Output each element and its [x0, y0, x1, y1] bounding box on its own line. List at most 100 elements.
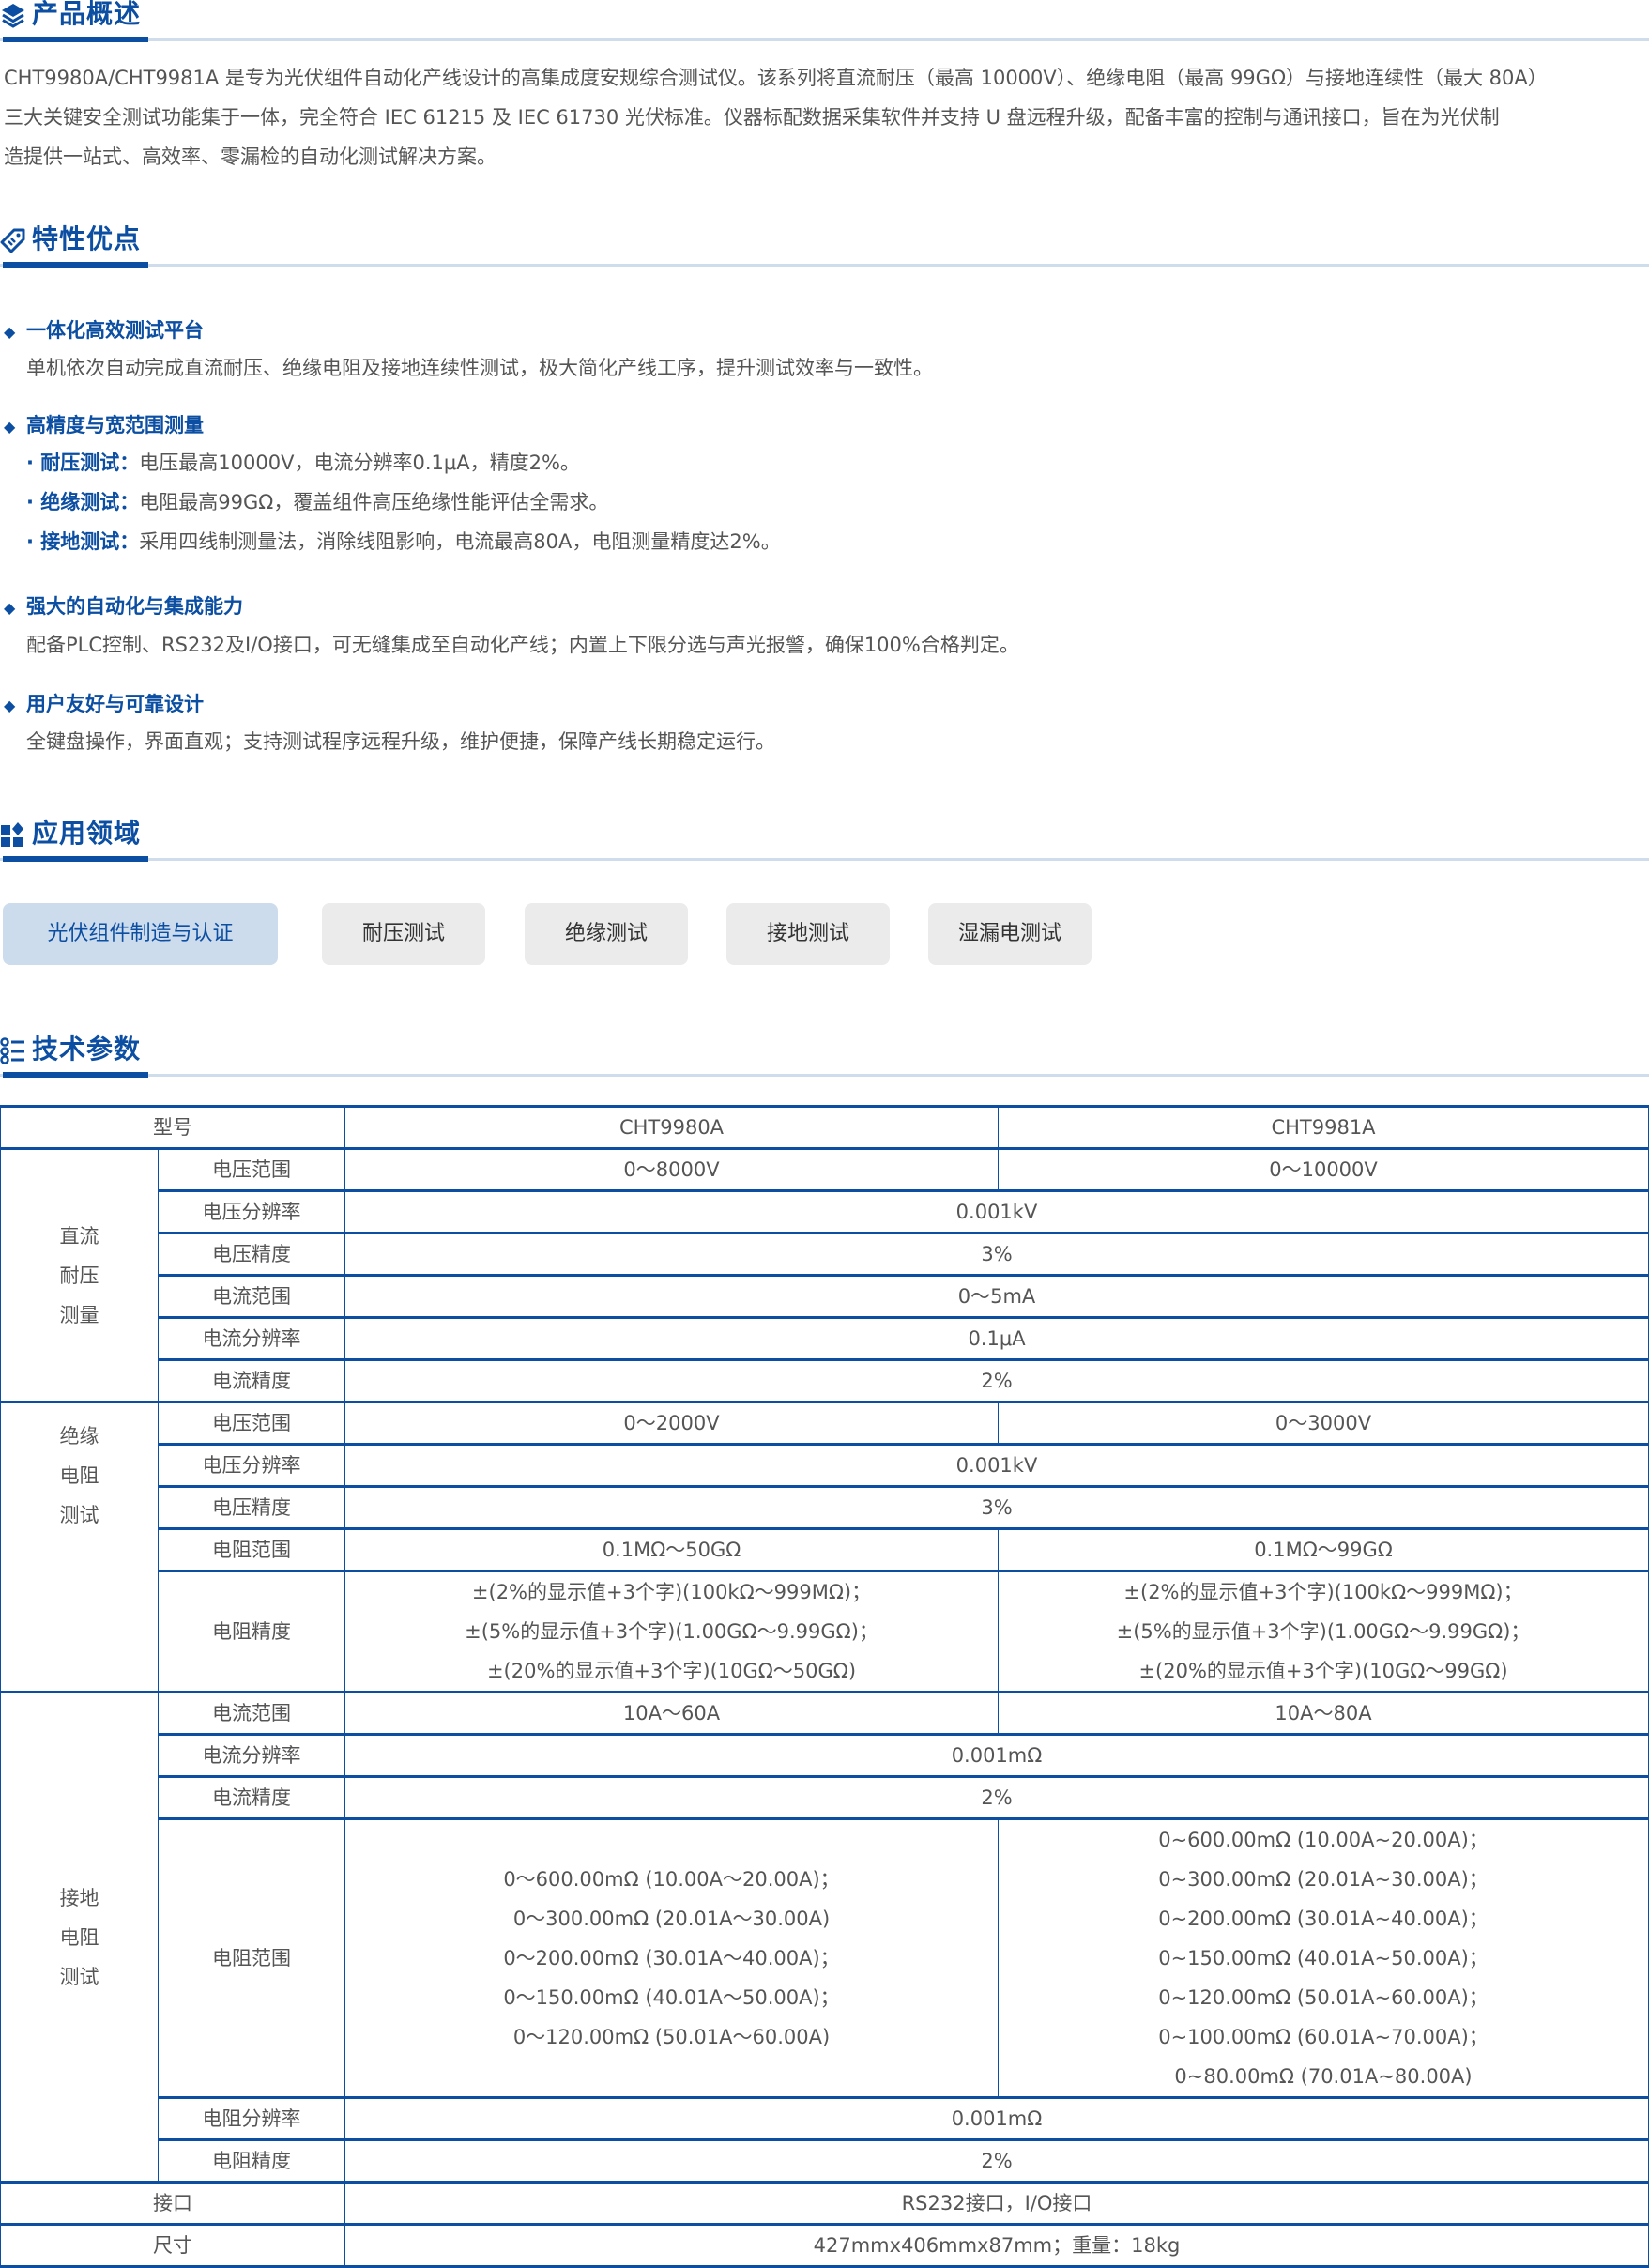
- cell-line: 0~100.00mΩ (60.01A~70.00A)；: [1158, 2026, 1489, 2048]
- cell-line: ±(5%的显示值+3个字)(1.00GΩ～9.99GΩ)；: [465, 1620, 878, 1643]
- group-cell-gb: 接地 电阻 测试: [0, 1691, 159, 2184]
- section-title: 技术参数: [32, 1034, 142, 1065]
- cell-line: 0～150.00mΩ (40.01A～50.00A)；: [503, 1986, 840, 2009]
- param-label: 电流范围: [158, 1274, 345, 1319]
- value-cell-multiline: 0~600.00mΩ (10.00A~20.00A)； 0~300.00mΩ (2…: [998, 1817, 1649, 2099]
- diamond-bullet-icon: ◆: [4, 599, 16, 617]
- table-row-size: 尺寸 427mmx406mmx87mm；重量：18kg: [0, 2223, 1649, 2268]
- feature-sub-label: · 耐压测试：: [26, 452, 140, 474]
- feature-sub-label: · 接地测试：: [26, 530, 140, 553]
- param-label: 电压范围: [158, 1147, 345, 1192]
- section-header-specs: 技术参数: [0, 1034, 1649, 1080]
- value-cell: 0～8000V: [344, 1147, 999, 1192]
- table-row: 绝缘 电阻 测试 电压范围 0～2000V 0～3000V: [0, 1401, 1649, 1693]
- feature-title-text: 强大的自动化与集成能力: [26, 595, 243, 618]
- application-tag[interactable]: 光伏组件制造与认证: [3, 903, 278, 965]
- feature-title: ◆ 用户友好与可靠设计: [4, 690, 204, 720]
- feature-title: ◆ 强大的自动化与集成能力: [4, 592, 243, 622]
- cell-line: ±(20%的显示值+3个字)(10GΩ～50GΩ): [486, 1660, 857, 1682]
- table-row: 电流分辨率 0.1μA: [1, 1316, 1649, 1361]
- tag-icon: [0, 228, 25, 253]
- application-tag[interactable]: 耐压测试: [322, 903, 485, 965]
- diamond-bullet-icon: ◆: [4, 697, 16, 714]
- cell-line: 0~600.00mΩ (10.00A~20.00A)；: [1158, 1829, 1489, 1851]
- application-tag[interactable]: 湿漏电测试: [928, 903, 1092, 965]
- value-cell-multiline: ±(2%的显示值+3个字)(100kΩ～999MΩ)； ±(5%的显示值+3个字)…: [344, 1570, 999, 1693]
- param-label: 电压范围: [158, 1401, 345, 1446]
- cell-line: 接地: [59, 1886, 99, 1909]
- param-label: 电阻分辨率: [158, 2096, 345, 2141]
- layers-icon: [2, 4, 24, 28]
- table-row: 电阻精度 2%: [1, 2138, 1649, 2184]
- param-label: 电压精度: [158, 1232, 345, 1277]
- application-tag[interactable]: 接地测试: [726, 903, 890, 965]
- group-cell-dc: 直流 耐压 测量: [0, 1147, 159, 1403]
- list-icon: [0, 1037, 24, 1064]
- feature-desc: 单机依次自动完成直流耐压、绝缘电阻及接地连续性测试，极大简化产线工序，提升测试效…: [26, 357, 933, 379]
- cell-line: ±(2%的显示值+3个字)(100kΩ～999MΩ)；: [471, 1581, 872, 1603]
- cell-line: 0～200.00mΩ (30.01A～40.00A)；: [503, 1947, 840, 1969]
- overview-line: 三大关键安全测试功能集于一体，完全符合 IEC 61215 及 IEC 6173…: [4, 106, 1500, 129]
- table-row: 直流耐压测量 电压范围 0～8000V 0～10000V: [0, 1147, 1649, 1403]
- cell-line: 耐压: [59, 1264, 99, 1287]
- param-label: 电压分辨率: [158, 1443, 345, 1488]
- feature-sub-label: · 绝缘测试：: [26, 491, 140, 513]
- value-cell: 0～10000V: [998, 1147, 1649, 1192]
- feature-sub: · 绝缘测试：电阻最高99GΩ，覆盖组件高压绝缘性能评估全需求。: [26, 488, 608, 516]
- section-header-applications: 应用领域: [0, 818, 1649, 865]
- feature-title-text: 用户友好与可靠设计: [26, 693, 204, 715]
- spec-table: 型号 CHT9980A CHT9981A 直流 耐压 测量 电压范围 0～8000V…: [0, 1105, 1649, 2268]
- diamond-bullet-icon: ◆: [4, 418, 16, 436]
- section-title: 特性优点: [32, 223, 142, 254]
- table-row: 电流范围 0～5mA: [1, 1274, 1649, 1319]
- param-label: 电流范围: [158, 1691, 345, 1736]
- feature-title: ◆ 高精度与宽范围测量: [4, 411, 204, 441]
- value-cell: 0.1MΩ～99GΩ: [998, 1527, 1649, 1572]
- header-cell: 型号: [0, 1105, 345, 1150]
- table-row: 电流分辨率 0.001mΩ: [1, 1733, 1649, 1778]
- value-cell: 2%: [344, 1358, 1649, 1403]
- cell-line: ±(2%的显示值+3个字)(100kΩ～999MΩ)；: [1123, 1581, 1523, 1603]
- cell-line: ±(20%的显示值+3个字)(10GΩ～99GΩ): [1138, 1660, 1508, 1682]
- value-cell: 3%: [344, 1232, 1649, 1277]
- cell-line: 0~300.00mΩ (20.01A~30.00A)；: [1158, 1868, 1489, 1891]
- diamond-bullet-icon: ◆: [4, 323, 16, 341]
- section-header-overview: 产品概述: [0, 0, 1649, 45]
- table-row: 电阻分辨率 0.001mΩ: [1, 2096, 1649, 2141]
- value-cell: 0～3000V: [998, 1401, 1649, 1446]
- table-row: 电阻精度 ±(2%的显示值+3个字)(100kΩ～999MΩ)； ±(5%的显示值…: [1, 1570, 1649, 1693]
- cell-line: 0~120.00mΩ (50.01A~60.00A)；: [1158, 1986, 1489, 2009]
- value-cell: 0.001kV: [344, 1443, 1649, 1488]
- table-row: 电流精度 2%: [1, 1775, 1649, 1820]
- cell-line: 测试: [59, 1504, 99, 1526]
- value-cell-multiline: 0～600.00mΩ (10.00A～20.00A)； 0～300.00mΩ (2…: [344, 1817, 999, 2099]
- overview-line: 造提供一站式、高效率、零漏检的自动化测试解决方案。: [4, 146, 496, 168]
- application-tag[interactable]: 绝缘测试: [525, 903, 688, 965]
- value-cell-multiline: ±(2%的显示值+3个字)(100kΩ～999MΩ)； ±(5%的显示值+3个字)…: [998, 1570, 1649, 1693]
- divider: [0, 38, 1649, 41]
- value-cell: 0.001mΩ: [344, 1733, 1649, 1778]
- feature-title-text: 高精度与宽范围测量: [26, 414, 204, 437]
- cell-line: 0~80.00mΩ (70.01A~80.00A): [1174, 2065, 1473, 2088]
- group-cell-ir: 绝缘 电阻 测试: [0, 1401, 159, 1693]
- param-label: 电压分辨率: [158, 1189, 345, 1234]
- table-row: 电流精度 2%: [1, 1358, 1649, 1403]
- param-label: 电流精度: [158, 1358, 345, 1403]
- cell-line: 测量: [59, 1303, 99, 1326]
- table-row: 电压精度 3%: [1, 1485, 1649, 1530]
- feature-desc: 配备PLC控制、RS232及I/O接口，可无缝集成至自动化产线；内置上下限分选与…: [26, 634, 1019, 656]
- model-cell: CHT9980A: [344, 1105, 999, 1150]
- value-cell: 10A～80A: [998, 1691, 1649, 1736]
- feature-sub-text: 电阻最高99GΩ，覆盖组件高压绝缘性能评估全需求。: [139, 491, 609, 513]
- cell-line: 直流: [59, 1224, 99, 1248]
- param-label: 电流精度: [158, 1775, 345, 1820]
- value-cell: 10A～60A: [344, 1691, 999, 1736]
- param-label: 电流分辨率: [158, 1316, 345, 1361]
- cell-line: 0～120.00mΩ (50.01A～60.00A): [512, 2026, 831, 2048]
- divider-accent: [3, 856, 148, 862]
- cell-line: 电阻: [59, 1925, 99, 1949]
- divider: [0, 264, 1649, 267]
- cell-line: 0～300.00mΩ (20.01A～30.00A): [512, 1908, 831, 1930]
- feature-sub: · 接地测试：采用四线制测量法，消除线阻影响，电流最高80A，电阻测量精度达2%…: [26, 528, 781, 556]
- value-cell: 0.001kV: [344, 1189, 1649, 1234]
